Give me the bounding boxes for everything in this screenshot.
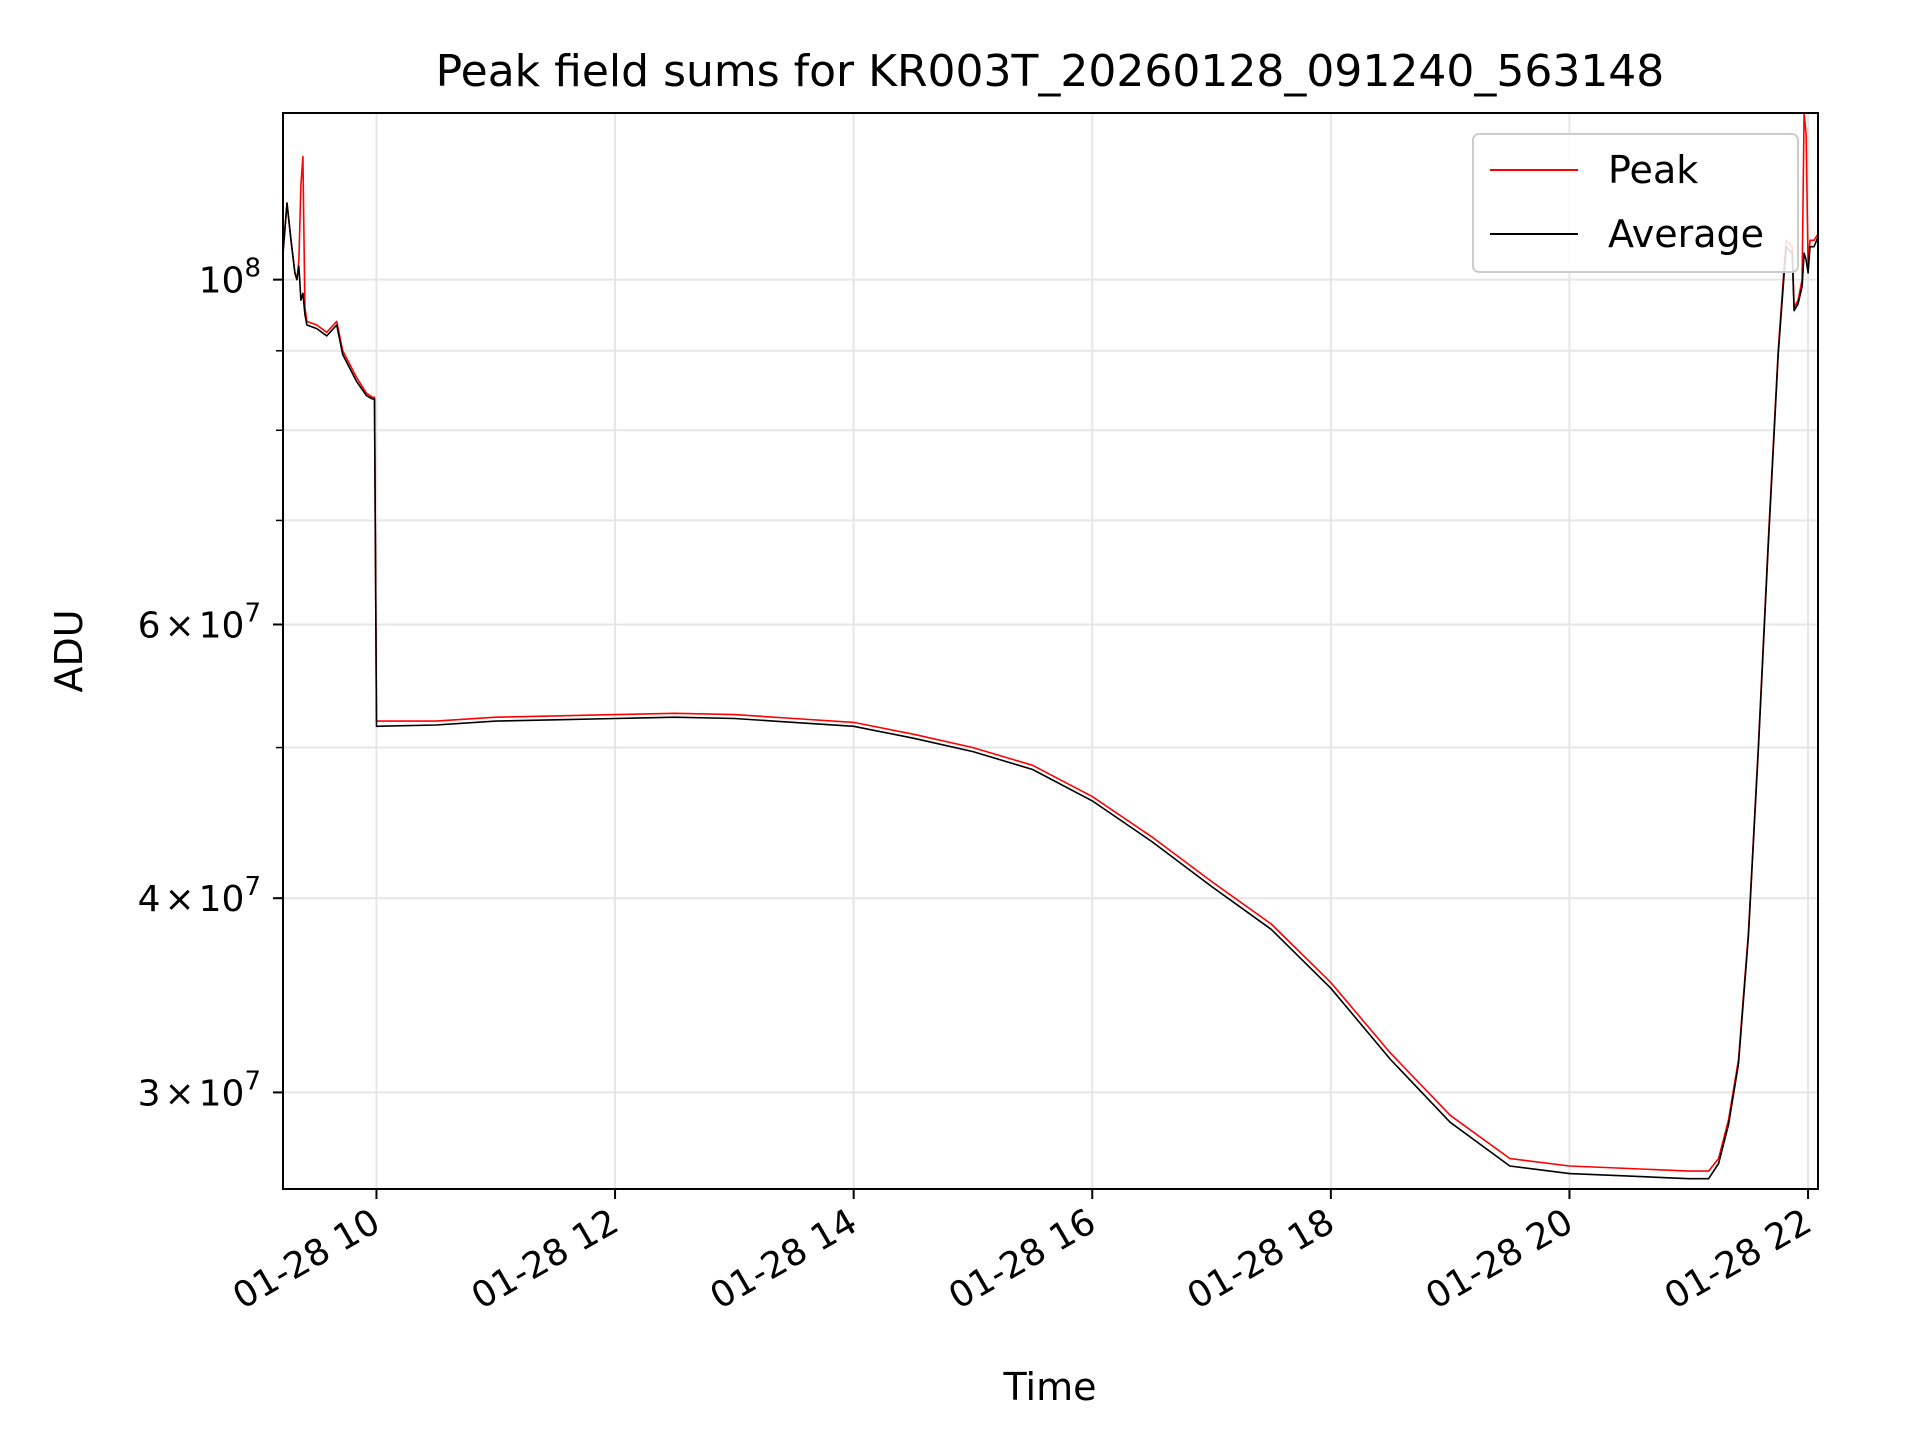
y-tick-label: 4 × 107 (138, 872, 261, 920)
y-tick-label: 3 × 107 (138, 1066, 261, 1114)
plot-frame (282, 112, 1819, 1190)
legend-peak-label: Peak (1608, 148, 1698, 192)
y-axis: 3 × 107 4 × 107 6 × 107 108 (138, 254, 283, 1114)
grid-layer (283, 113, 1818, 1189)
y-axis-label: ADU (47, 609, 91, 692)
x-axis-label: Time (1003, 1365, 1097, 1409)
y-tick-label: 108 (199, 254, 261, 302)
legend: Peak Average (1472, 133, 1799, 273)
chart-title: Peak field sums for KR003T_20260128_0912… (436, 46, 1665, 97)
legend-box (1472, 133, 1799, 273)
y-tick-label: 6 × 107 (138, 598, 261, 646)
legend-average-label: Average (1608, 212, 1764, 256)
